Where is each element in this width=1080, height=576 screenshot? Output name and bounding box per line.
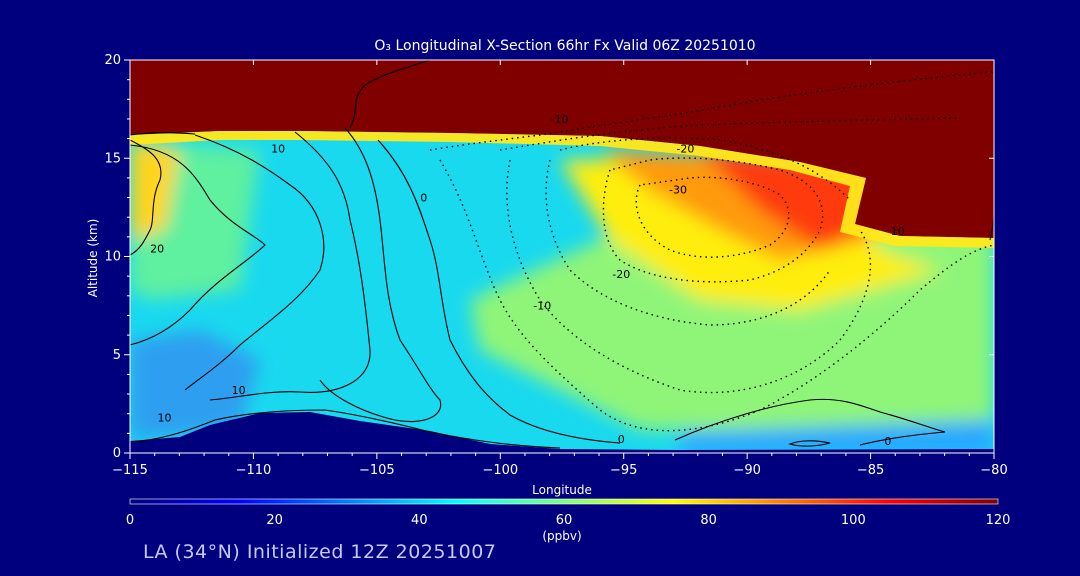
colorbar-tick-label: 80 xyxy=(700,513,717,528)
y-axis: 0 5 10 15 20 xyxy=(104,53,994,461)
contour-dotted-8 xyxy=(635,176,790,258)
ozone-field xyxy=(130,60,994,453)
contour-dotted-3 xyxy=(499,117,961,151)
colorbar xyxy=(129,498,999,505)
contour-solid-9 xyxy=(788,440,831,447)
contour-label: 0 xyxy=(420,191,427,204)
contour-dotted-1 xyxy=(429,71,994,151)
x-tick-label: −110 xyxy=(236,463,272,478)
contour-solid-1 xyxy=(130,139,162,256)
y-tick-label: 20 xyxy=(104,53,121,68)
x-tick-label: −80 xyxy=(980,463,1007,478)
contour-label: 0 xyxy=(618,433,625,446)
y-tick-label: 15 xyxy=(104,151,121,166)
contour-lines-dotted xyxy=(429,71,994,432)
contour-solid-11 xyxy=(130,132,196,136)
contour-solid-7 xyxy=(377,139,621,444)
contour-solid-10 xyxy=(130,409,561,449)
x-tick-label: −95 xyxy=(610,463,637,478)
contour-dotted-5 xyxy=(559,137,851,201)
contour-solid-2 xyxy=(130,144,266,346)
contour-label: 10 xyxy=(232,384,246,397)
field-stratosphere xyxy=(130,60,994,238)
colorbar-tick-label: 0 xyxy=(126,513,134,528)
colorbar-tick-label: 40 xyxy=(411,513,428,528)
contour-label: 10 xyxy=(891,225,905,238)
terrain xyxy=(130,412,994,453)
contour-dotted-4 xyxy=(506,159,872,394)
x-tick-label: −105 xyxy=(359,463,395,478)
contour-solid-3 xyxy=(184,134,325,391)
colorbar-tick-label: 20 xyxy=(266,513,283,528)
contour-solid-4 xyxy=(209,131,371,401)
contour-label: 10 xyxy=(271,142,285,155)
x-tick-label: −85 xyxy=(857,463,884,478)
x-tick-label: −90 xyxy=(733,463,760,478)
y-axis-label: Altitude (km) xyxy=(86,219,100,298)
x-axis: −115 −110 −105 −100 −95 −90 −85 −80 xyxy=(112,60,1008,478)
y-tick-label: 5 xyxy=(113,348,121,363)
colorbar-tick-label: 120 xyxy=(986,513,1011,528)
contour-label: -10 xyxy=(533,300,551,313)
colorbar-axis: 0 20 40 60 80 100 120 xyxy=(126,513,1011,528)
y-tick-label: 10 xyxy=(104,250,121,265)
contour-label: -30 xyxy=(669,184,687,197)
colorbar-tick-label: 60 xyxy=(556,513,573,528)
contour-solid-6 xyxy=(349,60,431,129)
contour-label: -10 xyxy=(551,113,569,126)
colorbar-tick-label: 100 xyxy=(841,513,866,528)
x-axis-label: Longitude xyxy=(532,483,592,497)
contour-label: 0 xyxy=(884,435,891,448)
x-tick-label: −100 xyxy=(482,463,518,478)
contour-label: -20 xyxy=(612,268,630,281)
colorbar-unit-label: (ppbv) xyxy=(542,529,581,543)
contour-lines xyxy=(130,60,994,449)
contour-label: 20 xyxy=(150,243,164,256)
contour-solid-5 xyxy=(319,127,442,423)
x-tick-label: −115 xyxy=(112,463,148,478)
field-blue-surface-east xyxy=(680,420,994,453)
contour-labels: 10 20 0 10 10 -10 -20 -30 -20 -10 0 0 10 xyxy=(150,113,905,448)
footer-caption: LA (34°N) Initialized 12Z 20251007 xyxy=(143,541,497,563)
field-blue-low xyxy=(130,330,260,440)
chart-title: O₃ Longitudinal X-Section 66hr Fx Valid … xyxy=(374,38,755,54)
field-yellow-west xyxy=(130,140,180,240)
contour-label: 10 xyxy=(158,412,172,425)
y-tick-label: 0 xyxy=(113,446,121,461)
contour-label: -20 xyxy=(676,142,694,155)
field-tropopause-rim xyxy=(130,131,994,248)
contour-solid-8 xyxy=(674,398,946,446)
